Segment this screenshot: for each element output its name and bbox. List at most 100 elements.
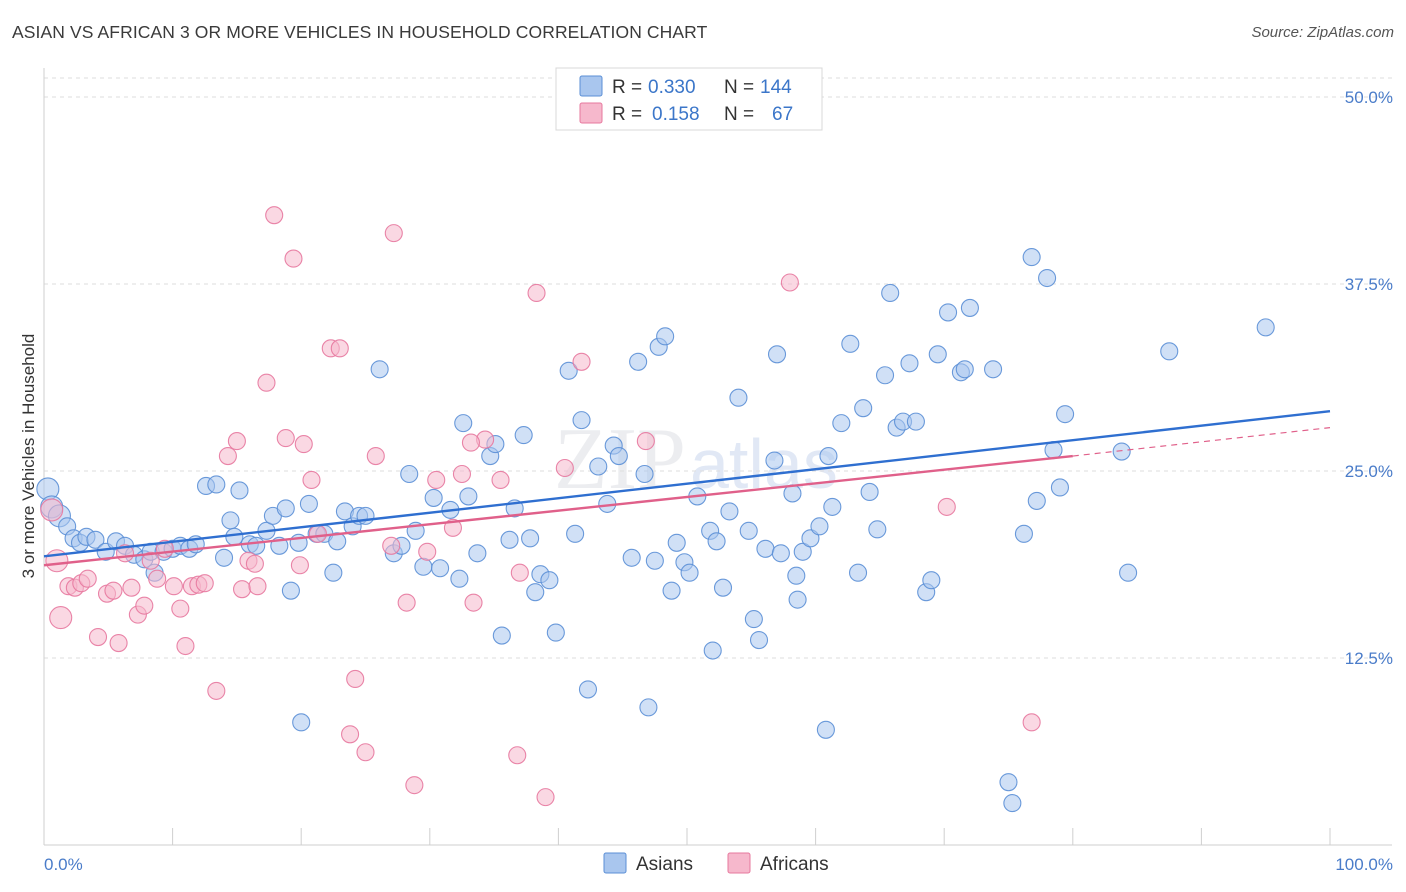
african-point-48 — [427, 470, 446, 490]
asian-point-78 — [639, 698, 658, 717]
african-point-46 — [405, 776, 424, 795]
asian-point-116 — [900, 354, 919, 373]
african-point-50 — [452, 464, 472, 484]
african-point-45 — [397, 593, 416, 612]
african-point-14 — [135, 596, 154, 615]
asian-point-68 — [566, 524, 585, 543]
chart-source: Source: ZipAtlas.com — [1251, 24, 1394, 41]
african-point-55 — [510, 563, 529, 582]
african-point-33 — [276, 429, 295, 448]
asian-point-108 — [848, 563, 868, 582]
asian-point-88 — [707, 532, 726, 551]
african-point-20 — [176, 636, 195, 656]
asian-point-21 — [207, 475, 226, 494]
asian-point-31 — [276, 499, 295, 518]
african-point-40 — [341, 725, 360, 744]
asian-point-58 — [492, 626, 511, 645]
asian-point-59 — [500, 530, 519, 549]
african-point-30 — [248, 577, 267, 596]
asian-point-112 — [875, 366, 895, 385]
y-tick-label-1: 25.0% — [1345, 462, 1393, 481]
asian-point-127 — [1003, 794, 1022, 813]
asian-point-65 — [540, 571, 559, 590]
african-point-37 — [308, 524, 327, 543]
african-point-2 — [49, 606, 73, 630]
african-point-59 — [572, 352, 591, 371]
african-point-39 — [330, 339, 349, 358]
asian-point-50 — [431, 559, 450, 578]
african-point-64 — [294, 435, 313, 454]
asian-point-67 — [559, 361, 578, 380]
asian-point-133 — [1056, 405, 1075, 424]
asian-point-137 — [1256, 318, 1275, 337]
african-point-15 — [141, 551, 160, 570]
x-tick-label-0: 0.0% — [44, 855, 83, 874]
y-axis-title: 3 or more Vehicles in Household — [19, 334, 38, 579]
asian-point-117 — [906, 412, 925, 431]
african-point-51 — [464, 593, 483, 612]
asian-point-110 — [860, 482, 879, 501]
asian-point-77 — [635, 464, 654, 484]
asian-point-92 — [739, 521, 758, 540]
asian-point-129 — [1022, 248, 1041, 267]
asian-point-141 — [819, 446, 838, 466]
african-point-16 — [148, 569, 167, 588]
asian-point-62 — [521, 529, 540, 548]
asian-point-124 — [960, 298, 979, 317]
asian-point-102 — [801, 529, 820, 548]
asian-point-111 — [868, 520, 887, 539]
trend-lines — [43, 409, 1331, 567]
asian-point-79 — [645, 551, 664, 570]
asian-point-37 — [324, 563, 343, 582]
legend-r-label-asians: R = — [612, 77, 642, 98]
asian-point-134 — [1112, 442, 1131, 461]
african-point-25 — [218, 446, 237, 466]
asian-point-34 — [299, 494, 318, 513]
asian-point-89 — [713, 578, 733, 597]
bottom-legend-label-africans: Africans — [760, 854, 829, 875]
african-point-18 — [164, 577, 183, 596]
african-point-53 — [491, 470, 510, 490]
asian-point-83 — [667, 533, 686, 552]
asian-point-52 — [450, 569, 469, 588]
y-tick-label-3: 50.0% — [1345, 88, 1393, 107]
legend-n-label-africans: N = — [724, 104, 754, 125]
african-point-34 — [284, 249, 303, 268]
legend-n-value-africans: 67 — [772, 104, 793, 125]
asian-point-120 — [928, 345, 947, 364]
bottom-legend: Asians Africans — [603, 852, 829, 875]
african-point-63 — [1022, 713, 1041, 732]
legend-swatch-africans — [579, 102, 603, 124]
legend: R = 0.330 N = 144 R = 0.158 N = 67 — [555, 67, 823, 131]
axes — [43, 68, 1392, 846]
asian-point-126 — [999, 773, 1018, 792]
asian-point-98 — [771, 544, 790, 563]
asian-point-82 — [662, 581, 681, 600]
asian-point-53 — [454, 414, 473, 433]
african-point-6 — [78, 569, 97, 588]
asian-point-105 — [823, 497, 842, 516]
african-point-27 — [232, 580, 252, 599]
asian-point-121 — [939, 303, 958, 322]
asian-point-43 — [370, 360, 389, 379]
asian-point-38 — [328, 532, 347, 551]
asian-point-25 — [230, 481, 249, 500]
asian-point-70 — [578, 680, 598, 699]
african-point-49 — [443, 518, 462, 537]
african-point-32 — [265, 206, 284, 225]
asian-point-94 — [749, 630, 769, 650]
asian-point-106 — [832, 414, 851, 433]
asian-point-85 — [680, 563, 699, 582]
series-asians — [36, 248, 1275, 813]
african-point-0 — [40, 498, 64, 522]
asian-point-140 — [787, 566, 806, 585]
african-point-58 — [555, 458, 574, 478]
asian-point-46 — [400, 464, 419, 484]
legend-swatch-asians — [579, 75, 603, 97]
asian-point-142 — [703, 641, 722, 660]
african-point-62 — [937, 497, 956, 516]
african-point-47 — [418, 542, 437, 561]
legend-r-value-africans: 0.158 — [652, 104, 700, 125]
asian-point-128 — [1014, 524, 1033, 543]
legend-n-label-asians: N = — [724, 77, 754, 98]
